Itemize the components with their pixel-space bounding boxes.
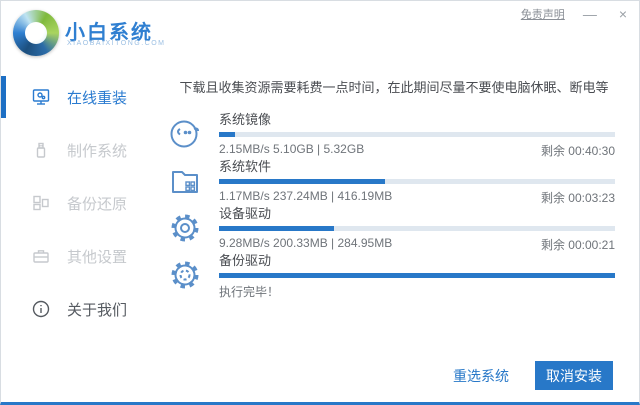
progress-bar (219, 131, 615, 137)
task-row-system-software: 系统软件 1.17MB/s 237.24MB | 416.19MB 剩余 00:… (161, 157, 639, 205)
sidebar-item-online-reinstall[interactable]: 在线重装 (1, 75, 161, 119)
notice-text: 下载且收集资源需要耗费一点时间，在此期间尽量不要使电脑休眠、断电等 (179, 80, 609, 95)
task-stats: 执行完毕！ (219, 284, 280, 299)
task-name: 设备驱动 (219, 205, 272, 221)
cancel-install-button[interactable]: 取消安装 (535, 361, 613, 390)
progress-fill (219, 225, 334, 231)
progress-bar (219, 225, 615, 231)
title-bar: 小白系统 XIAOBAIXITONG.COM 免责声明 — × (1, 1, 639, 66)
progress-fill (219, 272, 615, 278)
task-row-backup-driver: 备份驱动 执行完毕！ (161, 251, 639, 299)
app-title: 小白系统 (65, 22, 153, 44)
software-folder-icon (166, 162, 204, 200)
task-stats: 2.15MB/s 5.10GB | 5.32GB (219, 141, 365, 156)
task-list: 系统镜像 2.15MB/s 5.10GB | 5.32GB 剩余 00:40:3… (161, 110, 639, 299)
sidebar: 在线重装 制作系统 备份还原 (1, 66, 161, 402)
sidebar-item-make-system[interactable]: 制作系统 (1, 128, 161, 172)
task-name: 备份驱动 (219, 252, 272, 268)
progress-bar (219, 272, 615, 278)
task-row-system-image: 系统镜像 2.15MB/s 5.10GB | 5.32GB 剩余 00:40:3… (161, 110, 639, 158)
app-logo-icon (13, 10, 59, 56)
footer-actions: 重选系统 取消安装 (453, 361, 613, 390)
gear-dashed-icon (166, 256, 204, 294)
monitor-reinstall-icon (31, 87, 51, 107)
backup-restore-icon (31, 193, 51, 213)
progress-bar (219, 178, 615, 184)
task-remaining: 剩余 00:03:23 (540, 190, 615, 205)
task-stats: 1.17MB/s 237.24MB | 416.19MB (219, 188, 393, 203)
reselect-system-button[interactable]: 重选系统 (453, 367, 509, 384)
progress-fill (219, 131, 235, 137)
toolbox-icon (31, 246, 51, 266)
task-row-device-driver: 设备驱动 9.28MB/s 200.33MB | 284.95MB 剩余 00:… (161, 204, 639, 252)
task-name: 系统软件 (219, 158, 272, 174)
close-icon[interactable]: × (618, 6, 627, 22)
sidebar-item-label: 在线重装 (67, 89, 128, 107)
window-controls: 免责声明 — × (521, 3, 631, 25)
gear-icon (166, 209, 204, 247)
sidebar-item-label: 其他设置 (67, 248, 128, 266)
main-content: 下载且收集资源需要耗费一点时间，在此期间尽量不要使电脑休眠、断电等 系统镜像 (161, 66, 639, 402)
task-remaining: 剩余 00:00:21 (540, 237, 615, 252)
sidebar-item-label: 备份还原 (67, 195, 128, 213)
task-name: 系统镜像 (219, 111, 272, 127)
sidebar-item-label: 制作系统 (67, 142, 128, 160)
mascot-face-icon (166, 115, 204, 153)
task-remaining: 剩余 00:40:30 (540, 143, 615, 158)
task-stats: 9.28MB/s 200.33MB | 284.95MB (219, 235, 393, 250)
minimize-icon[interactable]: — (582, 6, 597, 22)
disclaimer-link[interactable]: 免责声明 (520, 9, 565, 21)
usb-drive-icon (31, 140, 51, 160)
info-icon (31, 299, 51, 319)
sidebar-item-about-us[interactable]: 关于我们 (1, 287, 161, 331)
app-tagline: XIAOBAIXITONG.COM (67, 40, 166, 47)
sidebar-item-other-settings[interactable]: 其他设置 (1, 234, 161, 278)
sidebar-item-label: 关于我们 (67, 301, 128, 319)
progress-fill (219, 178, 386, 184)
sidebar-item-backup-restore[interactable]: 备份还原 (1, 181, 161, 225)
